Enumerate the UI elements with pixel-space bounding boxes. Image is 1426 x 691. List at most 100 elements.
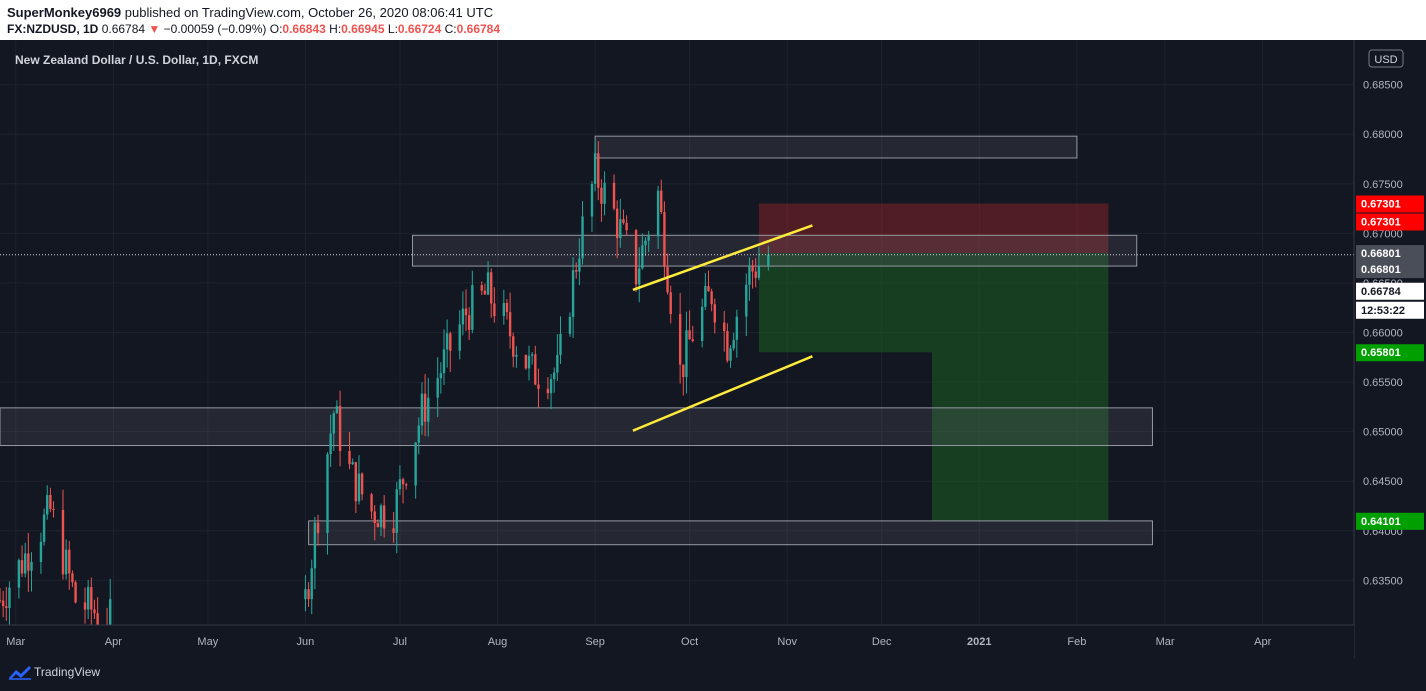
candle-body xyxy=(5,606,8,608)
candle-body xyxy=(556,354,559,373)
take-profit-zone xyxy=(758,253,1109,521)
candle-body xyxy=(307,589,310,600)
candle-body xyxy=(508,312,512,337)
candle-body xyxy=(382,505,386,529)
footer xyxy=(0,658,1426,691)
price-chart[interactable]: 0.685000.680000.675000.670000.665000.660… xyxy=(0,40,1426,658)
time-tick-label: Jul xyxy=(393,636,407,648)
candle-body xyxy=(483,290,487,295)
candle-body xyxy=(710,291,713,305)
time-scale-bg[interactable] xyxy=(0,625,1354,658)
candle-body xyxy=(420,393,424,426)
candle-body xyxy=(515,354,518,357)
price-label-box xyxy=(1356,261,1424,279)
chart-title: New Zealand Dollar / U.S. Dollar, 1D, FX… xyxy=(15,53,258,67)
candle-body xyxy=(71,573,74,583)
price-tick-label: 0.65500 xyxy=(1363,377,1403,389)
candle-body xyxy=(530,354,534,356)
candle-body xyxy=(90,587,93,610)
candle-body xyxy=(373,511,376,524)
candle-body xyxy=(313,522,317,569)
candle-body xyxy=(754,271,757,278)
candle-body xyxy=(471,285,474,330)
candle-body xyxy=(634,230,638,285)
candle-body xyxy=(436,378,439,398)
candle-body xyxy=(335,406,339,414)
price-label-box xyxy=(1356,301,1424,319)
candle-body xyxy=(64,549,68,575)
candle-body xyxy=(379,505,383,528)
open-value: 0.66843 xyxy=(282,22,326,36)
candle-body xyxy=(678,314,682,365)
candle-body xyxy=(93,609,96,614)
candle-body xyxy=(442,349,446,374)
candle-body xyxy=(682,364,685,378)
chart-area[interactable]: 0.685000.680000.675000.670000.665000.660… xyxy=(0,40,1426,691)
price-label-text: 0.64101 xyxy=(1361,516,1401,528)
candle-body xyxy=(310,568,313,600)
candle-body xyxy=(1,600,5,607)
candle-body xyxy=(537,384,540,389)
candle-body xyxy=(568,316,572,334)
candle-body xyxy=(467,315,471,330)
candle-body xyxy=(49,494,52,509)
low-value: 0.66724 xyxy=(397,22,442,36)
author-name[interactable]: SuperMonkey6969 xyxy=(7,5,122,20)
trendlines[interactable] xyxy=(632,224,813,432)
candle-body xyxy=(30,561,33,571)
candle-body xyxy=(729,348,732,361)
candle-body xyxy=(20,560,24,574)
price-tick-label: 0.67500 xyxy=(1363,179,1403,191)
candle-body xyxy=(669,292,672,315)
candle-body xyxy=(597,153,600,188)
candle-body xyxy=(109,599,112,629)
price-labels: 0.67301 0.67301 0.66801 0.66801 0.66784 12:53… xyxy=(1356,195,1424,530)
candle-body xyxy=(360,473,364,495)
candle-body xyxy=(663,212,666,267)
candle-body xyxy=(458,324,461,351)
published-text: published on TradingView.com, October 26… xyxy=(124,5,494,20)
time-tick-label: Mar xyxy=(6,636,25,648)
candle-body xyxy=(707,286,710,292)
price-tick-label: 0.68500 xyxy=(1363,80,1403,92)
zones[interactable] xyxy=(0,135,1153,546)
candle-body xyxy=(46,494,49,515)
candle-body xyxy=(748,265,751,285)
price-change: −0.00059 (−0.09%) xyxy=(163,22,267,36)
candle-body xyxy=(704,286,707,307)
candle-body xyxy=(505,302,509,313)
candle-body xyxy=(354,462,358,502)
candle-body xyxy=(660,190,663,213)
candle-body xyxy=(417,425,420,443)
price-label-box xyxy=(1356,195,1424,213)
price-tick-label: 0.67000 xyxy=(1363,228,1403,240)
time-tick-label: Apr xyxy=(105,636,122,648)
time-axis: Mar Apr May Jun Jul Aug Sep Oct Nov Dec 2021 Feb Mar… xyxy=(6,636,1271,648)
candle-body xyxy=(735,316,739,340)
candle-body xyxy=(638,268,641,285)
candle-body xyxy=(619,219,622,239)
candle-body xyxy=(27,553,30,571)
candle-body xyxy=(656,190,660,237)
candle-body xyxy=(691,339,694,341)
zone-rectangle xyxy=(594,135,1078,159)
price-label-box xyxy=(1356,512,1424,530)
candle-body xyxy=(559,333,562,355)
candle-body xyxy=(357,473,361,502)
candle-body xyxy=(603,182,606,204)
publish-info: SuperMonkey6969 published on TradingView… xyxy=(7,5,493,20)
candle-body xyxy=(575,270,578,272)
candle-body xyxy=(405,484,408,486)
candle-body xyxy=(600,187,603,204)
candle-body xyxy=(666,266,669,293)
price-label-box xyxy=(1356,344,1424,362)
candle-body xyxy=(502,302,506,317)
high-value: 0.66945 xyxy=(341,22,385,36)
time-tick-label: Apr xyxy=(1254,636,1271,648)
candle-body xyxy=(74,582,77,603)
open-label: O: xyxy=(269,22,283,36)
position-tool[interactable] xyxy=(758,203,1109,521)
time-tick-label: Dec xyxy=(872,636,892,648)
price-label-text: 0.66801 xyxy=(1361,264,1401,276)
currency-badge[interactable] xyxy=(1368,49,1404,68)
